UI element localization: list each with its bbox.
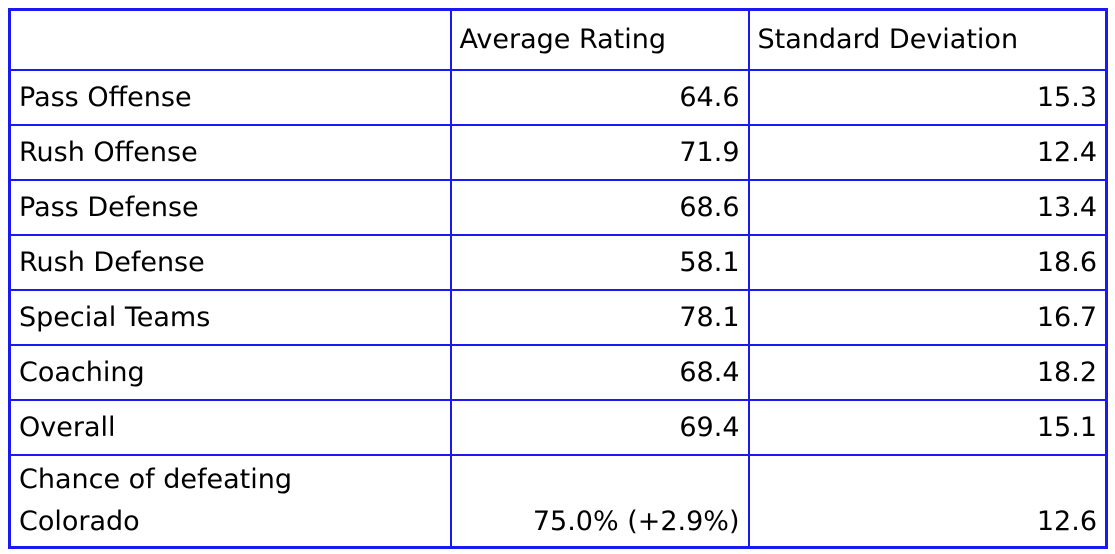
table-row: Pass Defense 68.6 13.4 — [8, 178, 1108, 236]
average-rating-cell: 68.4 — [449, 343, 750, 401]
average-rating-cell: 71.9 — [449, 123, 750, 181]
standard-deviation-cell: 15.1 — [747, 398, 1108, 456]
table-row: Pass Offense 64.6 15.3 — [8, 68, 1108, 126]
row-label-cell: Rush Offense — [8, 123, 452, 181]
average-rating-cell: 58.1 — [449, 233, 750, 291]
row-label-cell: Pass Defense — [8, 178, 452, 236]
table-row: Coaching 68.4 18.2 — [8, 343, 1108, 401]
table-row: Special Teams 78.1 16.7 — [8, 288, 1108, 346]
row-label-cell: Chance of defeating Colorado — [8, 453, 452, 549]
table-row: Rush Offense 71.9 12.4 — [8, 123, 1108, 181]
row-label-cell: Overall — [8, 398, 452, 456]
row-label-cell: Rush Defense — [8, 233, 452, 291]
row-label-cell: Pass Offense — [8, 68, 452, 126]
standard-deviation-cell: 15.3 — [747, 68, 1108, 126]
average-rating-cell: 64.6 — [449, 68, 750, 126]
standard-deviation-cell: 12.4 — [747, 123, 1108, 181]
table-row: Chance of defeating Colorado 75.0% (+2.9… — [8, 453, 1108, 549]
standard-deviation-cell: 18.6 — [747, 233, 1108, 291]
standard-deviation-cell: 12.6 — [747, 453, 1108, 549]
table-row: Rush Defense 58.1 18.6 — [8, 233, 1108, 291]
standard-deviation-cell: 18.2 — [747, 343, 1108, 401]
standard-deviation-cell: 16.7 — [747, 288, 1108, 346]
average-rating-cell: 69.4 — [449, 398, 750, 456]
table-header-row: Average Rating Standard Deviation — [8, 8, 1108, 71]
column-header-blank — [8, 8, 452, 71]
table-body: Pass Offense 64.6 15.3 Rush Offense 71.9… — [8, 68, 1108, 549]
column-header-average-rating: Average Rating — [449, 8, 750, 71]
average-rating-cell: 75.0% (+2.9%) — [449, 453, 750, 549]
average-rating-cell: 68.6 — [449, 178, 750, 236]
row-label-cell: Special Teams — [8, 288, 452, 346]
table-row: Overall 69.4 15.1 — [8, 398, 1108, 456]
column-header-standard-deviation: Standard Deviation — [747, 8, 1108, 71]
average-rating-cell: 78.1 — [449, 288, 750, 346]
ratings-table: Average Rating Standard Deviation Pass O… — [8, 8, 1108, 549]
row-label-cell: Coaching — [8, 343, 452, 401]
standard-deviation-cell: 13.4 — [747, 178, 1108, 236]
